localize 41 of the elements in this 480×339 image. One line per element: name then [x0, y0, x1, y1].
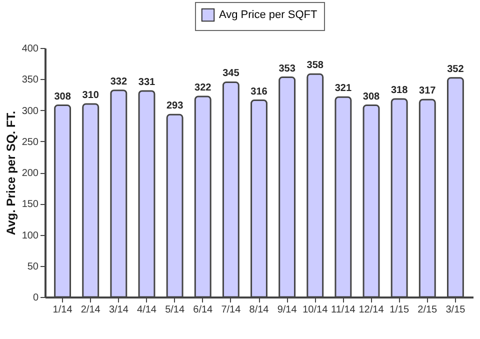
y-tick-label: 100	[22, 230, 39, 242]
data-label: 322	[194, 82, 212, 94]
x-tick-label: 1/15	[390, 304, 410, 316]
x-tick-label: 2/14	[80, 304, 101, 316]
data-label: 353	[278, 63, 296, 74]
data-label: 358	[306, 60, 324, 72]
x-tick-label: 12/14	[358, 304, 384, 316]
y-tick-label: 0	[32, 292, 39, 304]
x-tick-label: 9/14	[277, 304, 298, 316]
y-axis-title: Avg. Price per SQ. FT.	[4, 110, 18, 236]
x-tick-label: 7/14	[221, 304, 242, 316]
y-tick-label: 300	[22, 106, 39, 117]
legend-label: Avg Price per SQFT	[219, 9, 318, 21]
x-tick-label: 4/14	[137, 304, 157, 316]
data-label: 308	[54, 91, 72, 102]
y-tick-label: 50	[27, 261, 39, 272]
x-tick-label: 3/15	[446, 304, 466, 316]
x-tick-label: 10/14	[302, 304, 328, 316]
x-tick-label: 5/14	[165, 304, 185, 316]
y-tick-label: 150	[22, 199, 39, 210]
x-tick-label: 8/14	[249, 304, 270, 316]
x-tick-label: 11/14	[331, 304, 356, 316]
x-tick-label: 2/15	[418, 304, 438, 316]
x-tick-label: 3/14	[108, 304, 129, 316]
y-tick-label: 400	[22, 44, 39, 54]
data-label: 318	[390, 85, 408, 96]
data-label: 331	[138, 76, 156, 88]
data-label: 293	[166, 100, 184, 112]
data-label: 321	[334, 83, 352, 94]
x-tick-label: 6/14	[193, 304, 214, 316]
x-tick-label: 1/14	[52, 304, 73, 316]
data-label: 310	[82, 90, 100, 102]
y-tick-label: 200	[22, 168, 39, 179]
y-tick-label: 250	[22, 136, 39, 148]
data-label: 352	[447, 64, 464, 75]
data-label: 308	[362, 91, 380, 102]
data-label: 345	[222, 68, 240, 80]
data-label: 316	[250, 86, 268, 98]
y-tick-label: 350	[22, 74, 39, 86]
data-label: 332	[110, 76, 128, 88]
data-label: 317	[419, 86, 436, 97]
